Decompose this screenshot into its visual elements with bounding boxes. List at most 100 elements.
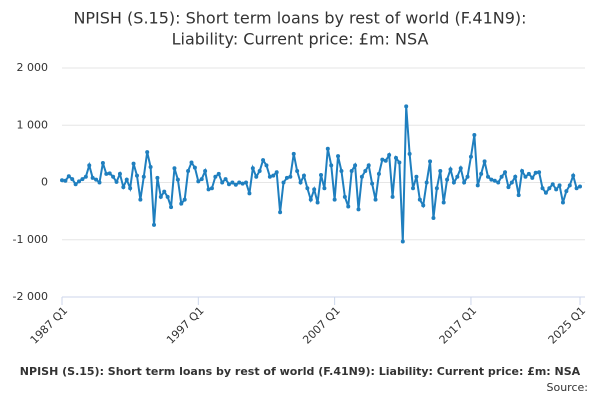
source: Source: bbox=[547, 381, 589, 394]
data-point bbox=[216, 171, 221, 176]
data-point bbox=[387, 153, 392, 158]
data-point bbox=[250, 166, 255, 171]
data-point bbox=[571, 173, 576, 178]
data-point bbox=[537, 170, 542, 175]
data-point bbox=[107, 171, 112, 176]
data-point bbox=[329, 163, 334, 168]
data-point bbox=[462, 180, 467, 185]
data-point bbox=[366, 163, 371, 168]
data-point bbox=[134, 173, 139, 178]
data-point bbox=[257, 169, 262, 174]
data-point bbox=[325, 146, 330, 151]
x-tick-label: 1997 Q1 bbox=[164, 304, 207, 347]
data-point bbox=[305, 186, 310, 191]
data-point bbox=[526, 171, 531, 176]
data-point bbox=[254, 174, 259, 179]
data-point bbox=[455, 174, 460, 179]
data-point bbox=[489, 177, 494, 182]
data-point bbox=[359, 174, 364, 179]
data-point bbox=[543, 190, 548, 195]
x-tick-label: 2007 Q1 bbox=[300, 304, 343, 347]
data-point bbox=[554, 187, 559, 192]
data-point bbox=[70, 177, 75, 182]
data-point bbox=[363, 169, 368, 174]
data-point bbox=[438, 169, 443, 174]
data-point bbox=[353, 163, 358, 168]
data-point bbox=[189, 160, 194, 165]
data-point bbox=[356, 207, 361, 212]
x-axis-label: NPISH (S.15): Short term loans by rest o… bbox=[20, 365, 581, 378]
data-point bbox=[417, 197, 422, 202]
data-point bbox=[428, 159, 433, 164]
chart-title: Liability: Current price: £m: NSA bbox=[172, 30, 429, 49]
data-point bbox=[383, 158, 388, 163]
data-point bbox=[60, 178, 64, 183]
data-point bbox=[485, 174, 490, 179]
data-point bbox=[66, 174, 71, 179]
data-point bbox=[220, 180, 225, 185]
data-point bbox=[479, 171, 484, 176]
data-point bbox=[83, 174, 88, 179]
data-point bbox=[73, 182, 78, 187]
data-point bbox=[233, 182, 238, 187]
data-point bbox=[404, 104, 409, 109]
data-point bbox=[424, 180, 429, 185]
data-point bbox=[567, 183, 572, 188]
data-point bbox=[278, 210, 283, 215]
data-point bbox=[87, 163, 92, 168]
data-point bbox=[179, 201, 184, 206]
data-point bbox=[400, 239, 405, 244]
data-point bbox=[199, 177, 204, 182]
data-point bbox=[196, 179, 201, 184]
data-point bbox=[94, 177, 99, 182]
data-point bbox=[244, 180, 249, 185]
data-point bbox=[393, 155, 398, 160]
data-point bbox=[557, 183, 562, 188]
data-point bbox=[158, 194, 163, 199]
data-point bbox=[165, 194, 170, 199]
data-point bbox=[121, 185, 126, 190]
data-point bbox=[274, 170, 279, 175]
data-point bbox=[267, 174, 272, 179]
data-point bbox=[226, 182, 231, 187]
data-point bbox=[169, 205, 174, 210]
x-tick-label: 2025 Q1 bbox=[546, 304, 589, 347]
data-point bbox=[192, 165, 197, 170]
data-point bbox=[172, 166, 177, 171]
data-point bbox=[547, 186, 552, 191]
y-tick-label: 2 000 bbox=[17, 61, 49, 74]
data-point bbox=[376, 171, 381, 176]
data-point bbox=[506, 185, 511, 190]
data-point bbox=[441, 200, 446, 205]
data-point bbox=[332, 197, 337, 202]
data-point bbox=[247, 191, 252, 196]
chart-title: NPISH (S.15): Short term loans by rest o… bbox=[73, 9, 526, 28]
data-point bbox=[560, 200, 565, 205]
y-tick-label: 0 bbox=[41, 176, 48, 189]
data-point bbox=[465, 174, 470, 179]
data-point bbox=[397, 160, 402, 165]
data-point bbox=[407, 151, 412, 156]
data-point bbox=[206, 187, 211, 192]
data-point bbox=[308, 197, 313, 202]
data-point bbox=[578, 184, 582, 189]
data-point bbox=[230, 180, 235, 185]
data-point bbox=[319, 173, 323, 178]
data-point bbox=[128, 186, 133, 191]
data-point bbox=[431, 215, 436, 220]
data-point bbox=[540, 186, 545, 191]
data-point bbox=[342, 194, 347, 199]
data-point bbox=[90, 175, 95, 180]
data-point bbox=[186, 169, 191, 174]
data-point bbox=[458, 166, 463, 171]
data-point bbox=[281, 180, 286, 185]
x-tick-label: 2017 Q1 bbox=[437, 304, 480, 347]
data-point bbox=[209, 186, 214, 191]
data-point bbox=[475, 183, 480, 188]
data-point bbox=[315, 200, 320, 205]
data-point bbox=[141, 174, 146, 179]
data-point bbox=[513, 174, 518, 179]
x-tick-label: 1987 Q1 bbox=[28, 304, 71, 347]
data-point bbox=[104, 171, 109, 176]
